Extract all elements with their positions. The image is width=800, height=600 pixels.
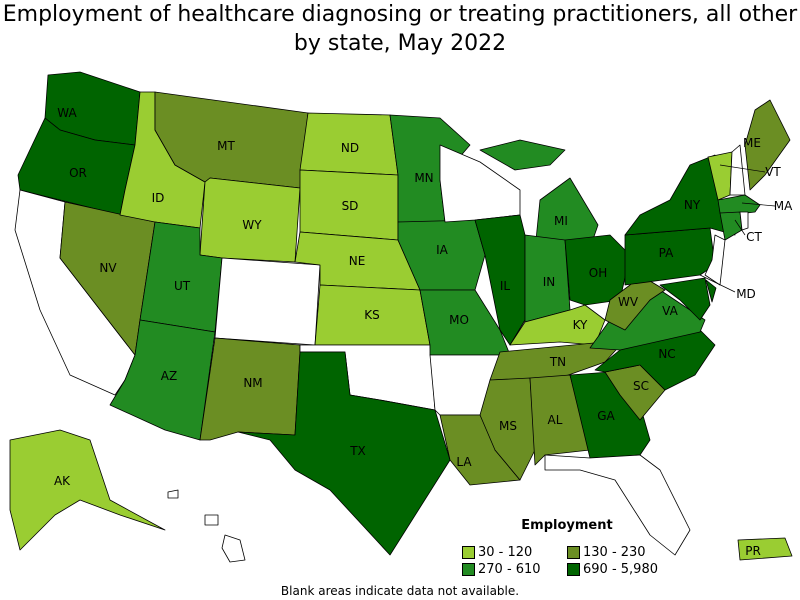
state-DE[interactable]: [705, 279, 717, 303]
label-SC: SC: [633, 379, 649, 393]
label-NY: NY: [684, 198, 701, 212]
label-MT: MT: [217, 139, 235, 153]
leader-line-MD: [699, 274, 736, 293]
legend-item: 130 - 230: [567, 545, 672, 560]
state-CO[interactable]: [214, 257, 321, 346]
label-TN: TN: [549, 355, 566, 369]
state-AZ[interactable]: [109, 319, 216, 441]
territory-PR[interactable]: [737, 537, 793, 561]
state-MI[interactable]: [479, 139, 566, 171]
label-NE: NE: [349, 254, 366, 268]
legend-swatch: [567, 546, 580, 559]
label-WV: WV: [618, 295, 639, 309]
label-CT: CT: [746, 230, 762, 244]
legend-swatch: [462, 563, 475, 576]
label-WY: WY: [242, 218, 262, 232]
legend-item: 690 - 5,980: [567, 562, 672, 577]
label-AL: AL: [548, 413, 563, 427]
leader-line-CT: [734, 219, 746, 236]
legend-title: Employment: [521, 518, 613, 533]
label-ID: ID: [152, 191, 165, 205]
state-IL[interactable]: [474, 214, 526, 346]
label-GA: GA: [597, 409, 615, 423]
label-SD: SD: [342, 199, 359, 213]
label-NC: NC: [658, 347, 675, 361]
state-NJ[interactable]: [704, 234, 726, 286]
label-TX: TX: [349, 444, 366, 458]
legend-label: 270 - 610: [478, 562, 541, 577]
label-WA: WA: [57, 106, 77, 120]
label-MO: MO: [449, 313, 469, 327]
state-FL[interactable]: [544, 454, 691, 556]
legend-label: 690 - 5,980: [583, 562, 658, 577]
state-KY[interactable]: [509, 304, 606, 346]
label-KY: KY: [573, 318, 588, 332]
leader-line-VT: [719, 164, 766, 173]
label-ND: ND: [341, 141, 359, 155]
state-HI[interactable]: [221, 534, 246, 563]
label-LA: LA: [456, 455, 472, 469]
state-HI-kauai[interactable]: [167, 489, 179, 499]
label-IN: IN: [543, 275, 556, 289]
label-VA: VA: [662, 304, 678, 318]
label-OH: OH: [589, 266, 607, 280]
label-PA: PA: [659, 246, 674, 260]
label-IA: IA: [436, 243, 449, 257]
label-MA: MA: [774, 199, 793, 213]
legend: Employment 30 - 120 130 - 230 270 - 610 …: [462, 518, 672, 577]
leader-line-MA: [741, 202, 776, 207]
state-MD[interactable]: [659, 277, 711, 321]
label-ME: ME: [743, 136, 761, 150]
legend-label: 130 - 230: [583, 545, 646, 560]
legend-item: 270 - 610: [462, 562, 567, 577]
label-NM: NM: [243, 376, 262, 390]
label-MD: MD: [736, 287, 756, 301]
legend-swatch: [567, 563, 580, 576]
label-KS: KS: [364, 308, 380, 322]
label-MN: MN: [414, 171, 433, 185]
state-HI-islands[interactable]: [204, 514, 219, 526]
state-RI[interactable]: [739, 211, 749, 231]
legend-label: 30 - 120: [478, 545, 533, 560]
label-AZ: AZ: [161, 369, 177, 383]
label-MS: MS: [499, 419, 517, 433]
state-AK[interactable]: [9, 429, 166, 551]
legend-item: 30 - 120: [462, 545, 567, 560]
state-TX[interactable]: [237, 351, 451, 556]
legend-swatch: [462, 546, 475, 559]
label-VT: VT: [765, 165, 781, 179]
label-PR: PR: [745, 544, 761, 558]
label-UT: UT: [174, 279, 191, 293]
footnote: Blank areas indicate data not available.: [280, 584, 520, 598]
state-ME[interactable]: [744, 99, 791, 191]
label-OR: OR: [69, 166, 87, 180]
label-MI: MI: [554, 214, 568, 228]
state-AL[interactable]: [529, 374, 591, 466]
label-IL: IL: [500, 279, 511, 293]
map-title: Employment of healthcare diagnosing or t…: [2, 2, 798, 56]
state-NH[interactable]: [729, 144, 746, 196]
label-NV: NV: [99, 261, 117, 275]
label-AK: AK: [54, 474, 71, 488]
